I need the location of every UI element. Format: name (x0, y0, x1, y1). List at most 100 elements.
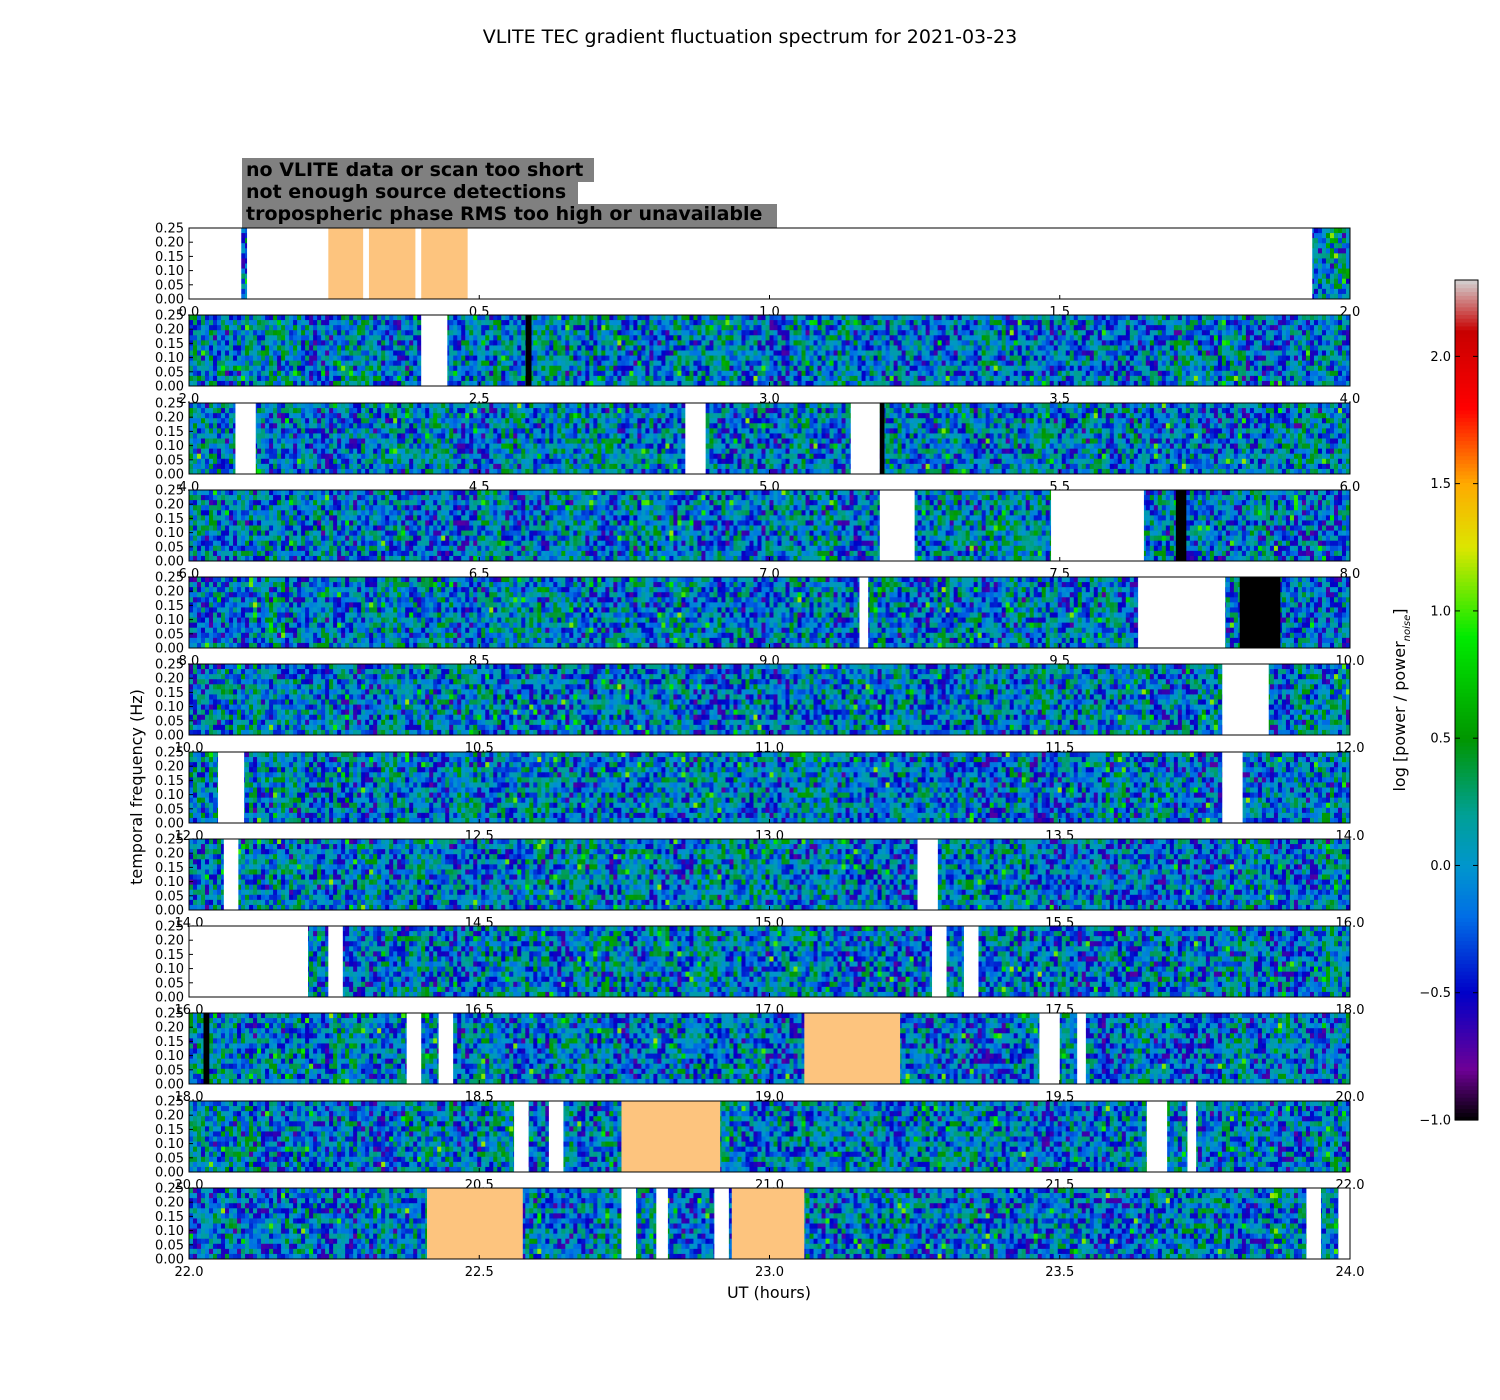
heatmap-cell (349, 340, 354, 346)
legend-few-detections-text: not enough source detections (246, 181, 566, 203)
heatmap-cell (249, 375, 254, 382)
heatmap-cell (313, 365, 318, 372)
heatmap-cell (205, 360, 210, 367)
heatmap-cell (205, 375, 210, 382)
heatmap-cell (241, 355, 246, 362)
heatmap-cell (237, 355, 242, 362)
heatmap-cell (249, 340, 254, 346)
heatmap-cell (337, 315, 342, 321)
heatmap-panel: 0.000.050.100.150.200.252.0 2.5 3.0 3.5 4.0 (155, 309, 1360, 408)
heatmap-cell (305, 375, 310, 382)
heatmap-cell (253, 360, 258, 367)
heatmap-cell (417, 340, 422, 346)
heatmap-cell (341, 315, 346, 321)
heatmap-cell (289, 320, 294, 326)
heatmap-cell (345, 325, 350, 331)
heatmap-cell (217, 335, 222, 341)
heatmap-cell (273, 340, 278, 346)
heatmap-cell (357, 325, 362, 331)
heatmap-cell (377, 375, 382, 382)
heatmap-cell (253, 355, 258, 362)
heatmap-cell (397, 315, 402, 321)
heatmap-cell (337, 330, 342, 336)
heatmap-cell (385, 345, 390, 351)
heatmap-cell (197, 345, 202, 351)
heatmap-cell (341, 330, 346, 336)
heatmap-cell (241, 268, 246, 275)
heatmap-cell (313, 370, 318, 377)
heatmap-cell (1325, 233, 1331, 239)
heatmap-cell (321, 340, 326, 346)
heatmap-cell (1333, 248, 1339, 254)
heatmap-cell (309, 345, 314, 351)
heatmap-cell (397, 345, 402, 351)
heatmap-cell (353, 345, 358, 351)
heatmap-cell (225, 355, 230, 362)
heatmap-cell (301, 375, 306, 382)
heatmap-cell (245, 325, 250, 331)
heatmap-cell (409, 375, 414, 382)
heatmap-cell (369, 370, 374, 377)
heatmap-cell (277, 375, 282, 382)
heatmap-cell (269, 375, 274, 382)
heatmap-cell (313, 350, 318, 356)
heatmap-cell (221, 365, 226, 372)
heatmap-cell (1321, 283, 1327, 290)
heatmap-cell (209, 330, 214, 336)
heatmap-cell (309, 320, 314, 326)
heatmap-cell (397, 355, 402, 362)
heatmap-cell (305, 370, 310, 377)
heatmap-cell (273, 365, 278, 372)
heatmap-cell (213, 350, 218, 356)
heatmap-cell (345, 335, 350, 341)
heatmap-cell (189, 355, 194, 362)
heatmap-cell (245, 335, 250, 341)
heatmap-cell (1341, 263, 1347, 269)
heatmap-cell (317, 355, 322, 362)
heatmap-cell (1329, 248, 1335, 254)
heatmap-cell (233, 330, 238, 336)
heatmap-cell (1313, 243, 1319, 249)
heatmap-cell (221, 325, 226, 331)
heatmap-cell (309, 335, 314, 341)
heatmap-cell (1313, 283, 1319, 290)
heatmap-cell (237, 325, 242, 331)
heatmap-cell (389, 325, 394, 331)
heatmap-cell (1313, 228, 1319, 234)
heatmap-cell (257, 370, 262, 377)
heatmap-cell (209, 340, 214, 346)
heatmap-cell (285, 330, 290, 336)
heatmap-cell (329, 320, 334, 326)
heatmap-cell (361, 350, 366, 356)
heatmap-cell (361, 375, 366, 382)
heatmap-cell (273, 360, 278, 367)
heatmap-cell (261, 355, 266, 362)
heatmap-cell (337, 360, 342, 367)
heatmap-cell (265, 375, 270, 382)
heatmap-cell (241, 360, 246, 367)
heatmap-cell (1337, 253, 1343, 259)
heatmap-cell (365, 330, 370, 336)
heatmap-cell (193, 340, 198, 346)
heatmap-cell (301, 355, 306, 362)
heatmap-cell (365, 360, 370, 367)
heatmap-cell (1341, 243, 1347, 249)
heatmap-cell (389, 375, 394, 382)
heatmap-cell (365, 355, 370, 362)
heatmap-cell (217, 340, 222, 346)
heatmap-cell (297, 320, 302, 326)
heatmap-cell (189, 365, 194, 372)
heatmap-cell (1321, 253, 1327, 259)
heatmap-cell (265, 365, 270, 372)
heatmap-cell (285, 370, 290, 377)
heatmap-cell (241, 233, 246, 239)
heatmap-cell (297, 330, 302, 336)
heatmap-cell (333, 365, 338, 372)
heatmap-cell (349, 345, 354, 351)
heatmap-cell (1325, 243, 1331, 249)
heatmap-cell (197, 370, 202, 377)
heatmap-cell (345, 370, 350, 377)
heatmap-cell (257, 315, 262, 321)
heatmap-cell (409, 350, 414, 356)
heatmap-cell (221, 350, 226, 356)
